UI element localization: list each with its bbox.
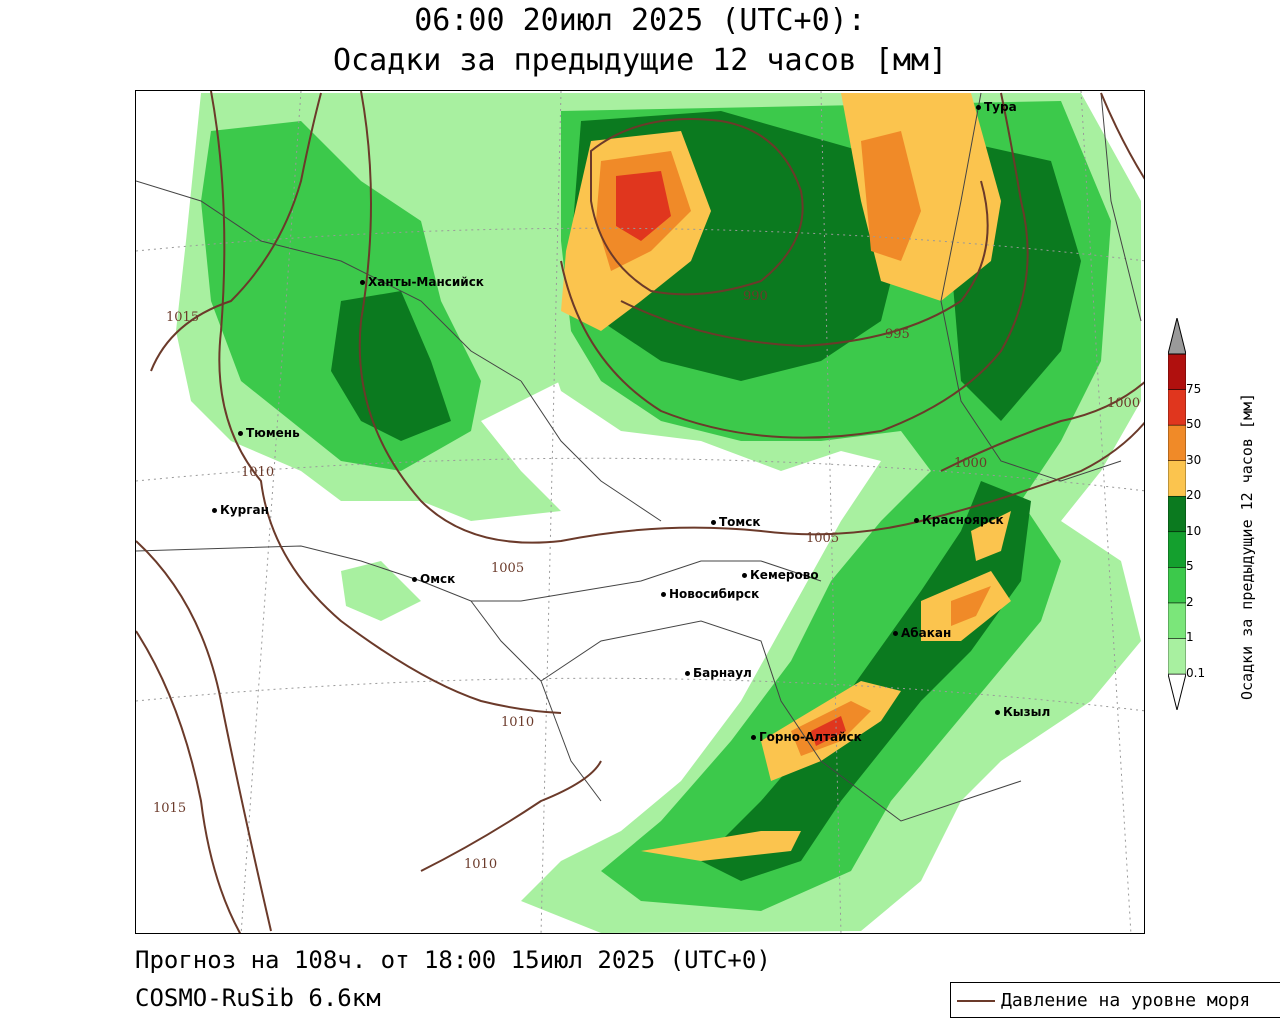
colorbar-segment-3 (1168, 531, 1186, 568)
isobar-label-2: 1005 (491, 561, 525, 576)
isobar-line-swatch (957, 1000, 995, 1002)
isobar-label-8: 1010 (501, 715, 535, 730)
city-6: Томск (711, 515, 761, 529)
forecast-info: Прогноз на 108ч. от 18:00 15июл 2025 (UT… (135, 946, 771, 974)
city-marker-icon (661, 592, 666, 597)
colorbar-segment-2 (1168, 567, 1186, 604)
city-label: Курган (220, 503, 269, 517)
city-marker-icon (995, 710, 1000, 715)
city-label: Кызыл (1003, 705, 1051, 719)
city-marker-icon (711, 520, 716, 525)
city-9: Абакан (893, 626, 951, 640)
isobar-label-9: 1015 (153, 801, 187, 816)
city-label: Томск (719, 515, 761, 529)
city-marker-icon (212, 508, 217, 513)
model-name: COSMO-RuSib 6.6км (135, 984, 381, 1012)
city-7: Кемерово (742, 568, 819, 582)
city-10: Барнаул (685, 666, 752, 680)
colorbar-min-triangle (1168, 673, 1186, 710)
isobar-label-3: 1005 (806, 531, 840, 546)
colorbar-segment-7 (1168, 389, 1186, 426)
city-3: Курган (212, 503, 269, 517)
map-title-variable: Осадки за предыдущие 12 часов [мм] (332, 43, 948, 78)
colorbar-title: Осадки за предыдущие 12 часов [мм] (1238, 392, 1256, 700)
isobar-label-6: 1000 (1107, 396, 1141, 411)
map-title-time: 06:00 20июл 2025 (UTC+0): (414, 3, 866, 38)
city-5: Новосибирск (661, 587, 759, 601)
city-8: Красноярск (914, 513, 1004, 527)
city-0: Тура (976, 100, 1017, 114)
colorbar-value-2: 2 (1186, 594, 1194, 609)
colorbar-value-0: 0.1 (1186, 666, 1206, 680)
city-label: Тура (984, 100, 1017, 114)
colorbar-value-3: 5 (1186, 559, 1194, 574)
city-marker-icon (893, 631, 898, 636)
colorbar-segment-4 (1168, 495, 1186, 533)
city-label: Абакан (901, 626, 952, 640)
city-marker-icon (685, 671, 690, 676)
pressure-legend: Давление на уровне моря (950, 982, 1280, 1018)
colorbar-value-1: 1 (1186, 630, 1194, 645)
colorbar-value-6: 30 (1186, 452, 1202, 467)
borders (136, 92, 1142, 822)
precip-layer-red (616, 171, 846, 746)
map-canvas (136, 91, 1144, 933)
colorbar-segment-6 (1168, 424, 1186, 461)
colorbar-value-4: 10 (1186, 523, 1202, 538)
city-marker-icon (238, 431, 243, 436)
isobar-label-1: 1010 (241, 465, 275, 480)
colorbar-segment-8 (1168, 353, 1186, 390)
isobar-label-7: 1000 (954, 456, 988, 471)
isobar-label-10: 1010 (464, 857, 498, 872)
precipitation-map[interactable]: Тура Ханты-Мансийск Тюмень Курган Омск Новоси… (135, 90, 1145, 934)
graticule (136, 91, 1144, 933)
city-label: Красноярск (922, 513, 1004, 527)
city-2: Тюмень (238, 426, 300, 440)
city-marker-icon (751, 735, 756, 740)
city-marker-icon (412, 577, 417, 582)
city-label: Новосибирск (669, 587, 760, 601)
city-marker-icon (360, 280, 365, 285)
city-label: Омск (420, 572, 456, 586)
city-label: Тюмень (246, 426, 300, 440)
colorbar-segment-5 (1168, 460, 1186, 497)
city-label: Горно-Алтайск (759, 730, 862, 744)
isobar-label-5: 995 (885, 327, 910, 342)
isobar-label-0: 1015 (166, 310, 200, 325)
colorbar-segment-1 (1168, 602, 1186, 639)
city-1: Ханты-Мансийск (360, 275, 484, 289)
colorbar-value-8: 75 (1186, 381, 1202, 396)
colorbar-segment-0 (1168, 638, 1186, 675)
colorbar-value-7: 50 (1186, 417, 1202, 432)
colorbar-max-triangle (1168, 318, 1186, 355)
isobar-label-4: 990 (743, 289, 768, 304)
colorbar-value-5: 20 (1186, 488, 1202, 503)
city-12: Кызыл (995, 705, 1050, 719)
city-label: Барнаул (693, 666, 752, 680)
city-marker-icon (914, 518, 919, 523)
city-marker-icon (976, 105, 981, 110)
precip-colorbar (1168, 318, 1186, 710)
pressure-legend-label: Давление на уровне моря (1001, 990, 1251, 1011)
city-marker-icon (742, 573, 747, 578)
city-4: Омск (412, 572, 455, 586)
city-label: Ханты-Мансийск (368, 275, 484, 289)
city-11: Горно-Алтайск (751, 730, 862, 744)
city-label: Кемерово (750, 568, 819, 582)
isobars (136, 91, 1144, 933)
